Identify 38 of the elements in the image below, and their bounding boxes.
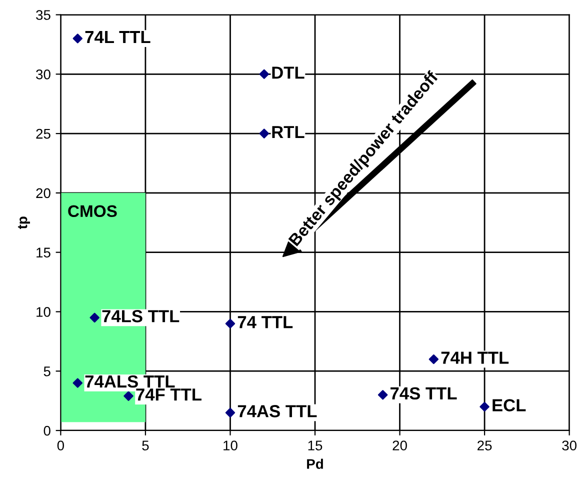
x-tick-label: 30 xyxy=(562,440,577,450)
point xyxy=(378,390,388,400)
annotation: ECL xyxy=(492,399,526,412)
x-tick-label: 5 xyxy=(142,440,149,450)
y-tick-label: 10 xyxy=(36,307,50,317)
x-tick-label: 20 xyxy=(392,440,407,450)
annotation: 74L TTL xyxy=(85,31,150,44)
annotation: 74LS TTL xyxy=(102,310,180,322)
y-tick-label: 30 xyxy=(36,69,50,80)
y-tick-label: 15 xyxy=(36,248,50,258)
point xyxy=(428,354,439,364)
point xyxy=(225,318,236,328)
x-tick-label: 10 xyxy=(224,440,238,450)
x-tick-label: 0 xyxy=(57,440,64,450)
series-label: CMOS xyxy=(68,205,117,218)
x-axis-title: Pd xyxy=(307,458,323,469)
annotation: 74S TTL xyxy=(390,387,457,400)
x-tick-label: 25 xyxy=(478,440,492,450)
point xyxy=(72,34,83,44)
point xyxy=(225,408,236,418)
annotation: 74 TTL xyxy=(238,316,293,328)
point xyxy=(72,378,83,388)
annotation: 74AS TTL xyxy=(238,405,317,418)
y-axis-title: tp xyxy=(18,216,30,230)
point xyxy=(480,402,490,412)
y-tick-label: 35 xyxy=(36,10,50,20)
point xyxy=(90,312,100,323)
annotation: 74F TTL xyxy=(136,388,202,401)
y-tick-label: 0 xyxy=(44,426,50,436)
x-tick-label: 15 xyxy=(308,440,322,450)
y-tick-label: 5 xyxy=(44,366,50,376)
point xyxy=(259,128,270,138)
annotation: 74ALS TTL xyxy=(85,375,175,388)
y-tick-label: 20 xyxy=(36,188,50,198)
point xyxy=(259,69,270,80)
point xyxy=(124,391,134,401)
y-tick-label: 25 xyxy=(36,128,50,139)
annotation: 74H TTL xyxy=(441,352,509,364)
